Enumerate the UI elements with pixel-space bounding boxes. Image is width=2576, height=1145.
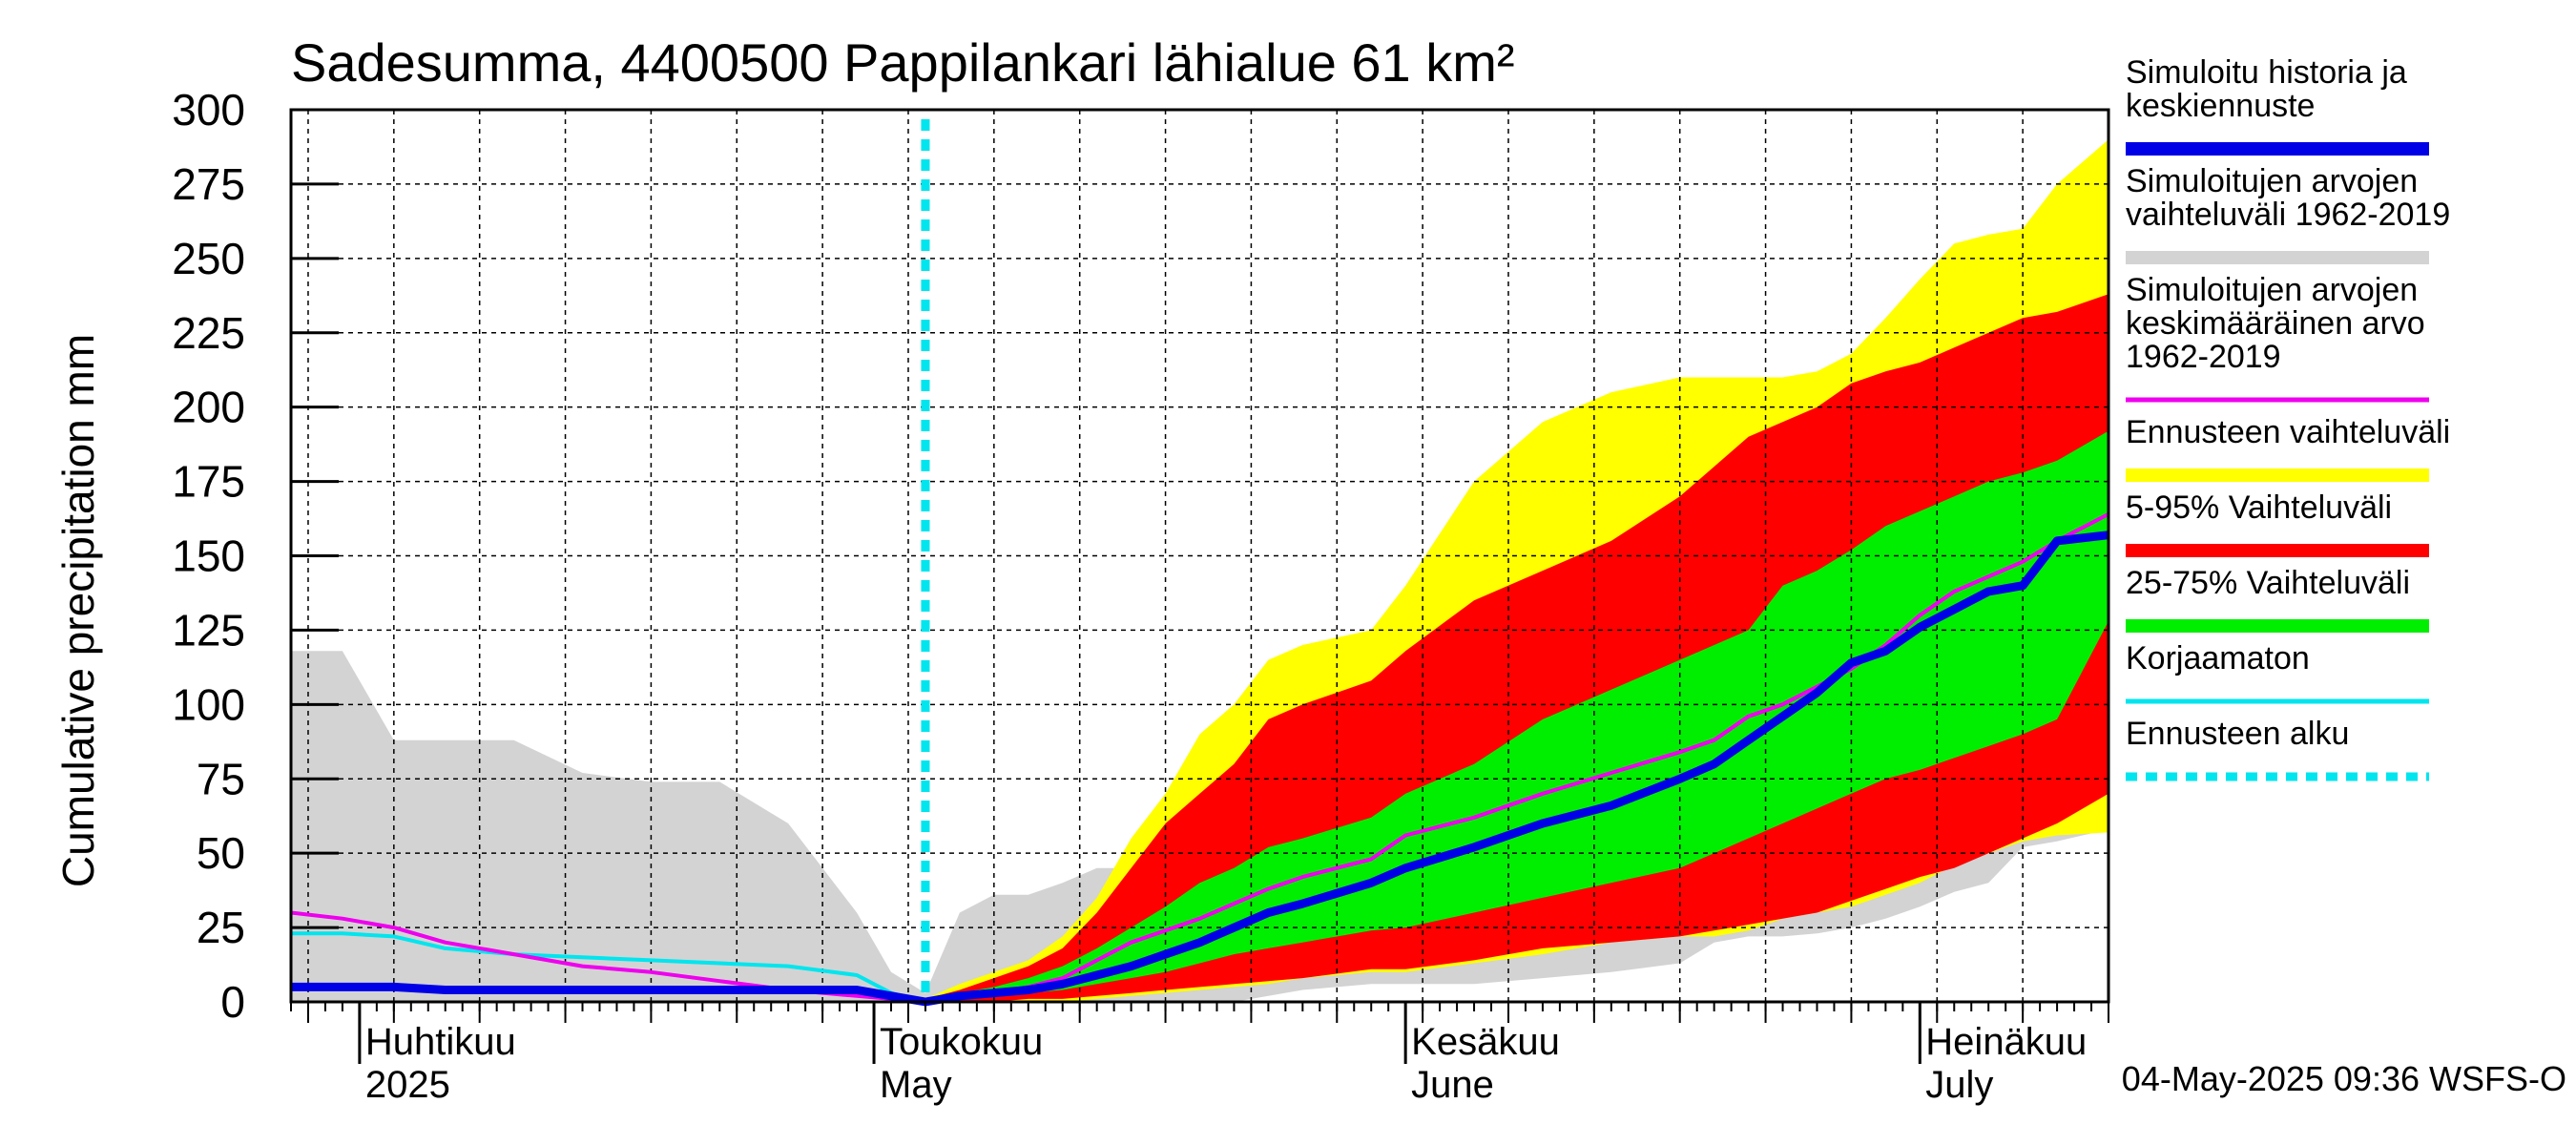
legend-label: Simuloitujen arvojen (2126, 163, 2418, 199)
month-label-en: June (1411, 1064, 1494, 1106)
y-tick-label: 150 (172, 531, 245, 581)
month-label-en: May (880, 1064, 952, 1106)
y-tick-label: 300 (172, 85, 245, 135)
legend-label: Ennusteen alku (2126, 716, 2349, 752)
band-p5-95 (925, 294, 2109, 1002)
legend-label: Simuloitu historia ja (2126, 54, 2407, 91)
legend-swatch (2126, 468, 2429, 482)
legend-label: 25-75% Vaihteluväli (2126, 565, 2410, 601)
legend-label: Simuloitujen arvojen (2126, 272, 2418, 308)
month-label-en: 2025 (365, 1064, 450, 1106)
y-tick-label: 25 (197, 903, 245, 952)
y-tick-label: 175 (172, 457, 245, 507)
y-axis-label: Cumulative precipitation mm (53, 334, 103, 887)
chart-title: Sadesumma, 4400500 Pappilankari lähialue… (291, 32, 1515, 93)
legend-label: vaihteluväli 1962-2019 (2126, 197, 2450, 233)
month-label-fi: Kesäkuu (1411, 1021, 1560, 1063)
legend-swatch (2126, 619, 2429, 633)
legend-label: Korjaamaton (2126, 640, 2310, 677)
month-label-fi: Heinäkuu (1925, 1021, 2087, 1063)
y-tick-label: 50 (197, 828, 245, 878)
month-label-fi: Huhtikuu (365, 1021, 516, 1063)
legend-swatch (2126, 142, 2429, 156)
y-tick-label: 0 (220, 977, 245, 1027)
legend-label: 5-95% Vaihteluväli (2126, 489, 2392, 526)
y-tick-label: 225 (172, 308, 245, 358)
y-tick-label: 75 (197, 754, 245, 803)
legend-swatch (2126, 544, 2429, 557)
y-tick-label: 125 (172, 605, 245, 655)
legend-swatch (2126, 251, 2429, 264)
footer-timestamp: 04-May-2025 09:36 WSFS-O (2122, 1059, 2566, 1098)
band-p25-75 (925, 430, 2109, 1003)
month-label-en: July (1925, 1064, 1993, 1106)
legend-label: keskiennuste (2126, 88, 2315, 124)
legend-label: 1962-2019 (2126, 339, 2281, 375)
simulated-history-line (291, 531, 2109, 1007)
month-label-fi: Toukokuu (880, 1021, 1043, 1063)
y-tick-label: 275 (172, 159, 245, 209)
legend-label: keskimääräinen arvo (2126, 305, 2425, 342)
y-tick-label: 100 (172, 679, 245, 729)
legend-label: Ennusteen vaihteluväli (2126, 414, 2450, 450)
uncorrected-line (291, 931, 926, 1004)
y-tick-label: 250 (172, 234, 245, 283)
y-tick-label: 200 (172, 383, 245, 432)
